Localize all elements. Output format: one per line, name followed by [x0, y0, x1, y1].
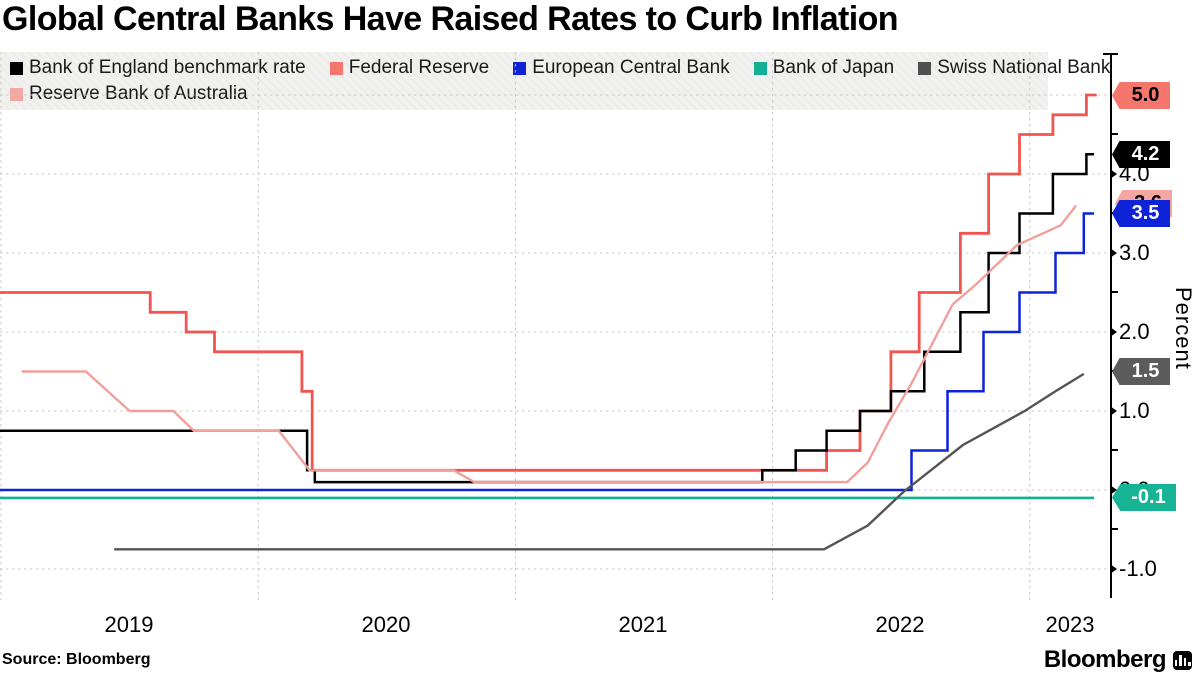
y-axis-label-3: 3.0 — [1110, 240, 1150, 265]
snb-value-tag: 1.5 — [1112, 358, 1170, 385]
minor-tick — [1110, 449, 1118, 451]
tick-arrow-icon — [1110, 248, 1117, 258]
minor-tick — [1110, 528, 1118, 530]
tick-arrow-icon — [1110, 327, 1117, 337]
legend-item-snb: Swiss National Bank — [918, 57, 1110, 79]
legend-row-2: Reserve Bank of Australia — [10, 81, 1048, 107]
bloomberg-logo: Bloomberg — [1044, 646, 1192, 674]
tick-arrow-icon — [1110, 564, 1117, 574]
legend: Bank of England benchmark rate Federal R… — [0, 52, 1110, 110]
boj-value-tag: -0.1 — [1112, 484, 1176, 511]
tick-arrow-icon — [1110, 406, 1117, 416]
snb-swatch — [918, 61, 932, 75]
source-note: Source: Bloomberg — [2, 651, 151, 668]
minor-tick — [1110, 291, 1118, 293]
boj-swatch — [753, 61, 767, 75]
legend-item-boe: Bank of England benchmark rate — [10, 57, 306, 79]
y-axis-label-neg1: -1.0 — [1110, 556, 1157, 581]
legend-label: Reserve Bank of Australia — [29, 83, 248, 104]
legend-row-1: Bank of England benchmark rate Federal R… — [10, 55, 1110, 81]
legend-label: Bank of England benchmark rate — [29, 57, 306, 78]
bloomberg-chart-icon — [1173, 650, 1192, 670]
legend-item-rba: Reserve Bank of Australia — [10, 83, 248, 105]
series-line-boe — [0, 153, 1095, 484]
y-axis-label-1: 1.0 — [1110, 398, 1150, 423]
minor-tick — [1110, 133, 1118, 135]
bloomberg-wordmark: Bloomberg — [1043, 646, 1167, 673]
legend-item-fed: Federal Reserve — [329, 57, 490, 79]
legend-item-ecb: European Central Bank — [513, 57, 730, 79]
boe-swatch — [10, 61, 23, 75]
y-axis-title: Percent — [1171, 287, 1196, 370]
series-line-ecb — [0, 212, 1095, 492]
ecb-value-tag: 3.5 — [1112, 200, 1170, 227]
series-line-fed — [0, 93, 1097, 472]
chart-title: Global Central Banks Have Raised Rates t… — [2, 0, 899, 38]
rba-swatch — [10, 87, 23, 101]
x-axis-label-2023: 2023 — [1045, 612, 1095, 637]
y-axis-label-2: 2.0 — [1110, 319, 1150, 344]
boe-value-tag: 4.2 — [1112, 141, 1170, 168]
series-line-rba — [21, 204, 1078, 484]
legend-label: Bank of Japan — [772, 57, 895, 78]
fed-value-tag: 5.0 — [1112, 82, 1170, 109]
x-axis-label-2019: 2019 — [104, 612, 154, 637]
y-axis-line — [1110, 53, 1112, 598]
tick-arrow-icon — [1110, 485, 1117, 495]
legend-item-boj: Bank of Japan — [753, 57, 895, 79]
x-axis-label-2022: 2022 — [875, 612, 925, 637]
legend-label: Federal Reserve — [348, 57, 490, 78]
legend-label: Swiss National Bank — [937, 57, 1111, 78]
series-line-snb — [114, 372, 1085, 551]
y-axis-top-tick — [1103, 53, 1118, 55]
x-axis-label-2020: 2020 — [361, 612, 411, 637]
x-axis-label-2021: 2021 — [618, 612, 668, 637]
tick-arrow-icon — [1110, 169, 1117, 179]
ecb-swatch — [513, 61, 527, 75]
legend-label: European Central Bank — [532, 57, 730, 78]
fed-swatch — [329, 61, 343, 75]
